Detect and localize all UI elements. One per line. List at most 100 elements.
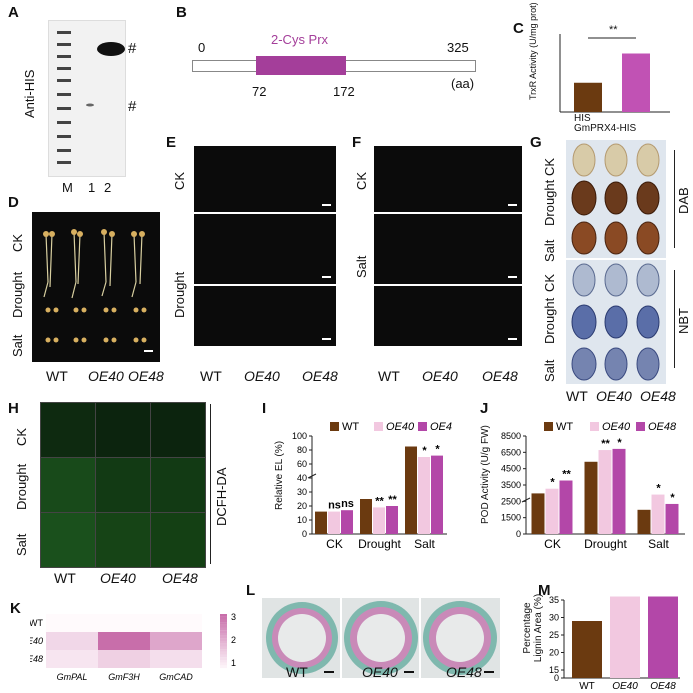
y-tick-label: 3500 [501, 480, 521, 490]
colorbar-segment [220, 627, 227, 631]
dab-photo [566, 140, 666, 258]
panel-a-ylabel: Anti-HIS [22, 69, 37, 118]
y-tick-label: 0 [554, 673, 559, 683]
bar-wt-drought [584, 461, 598, 534]
panel-label-h: H [8, 400, 19, 417]
axis-break [521, 497, 531, 503]
sig-mark: * [656, 483, 661, 495]
domain-box-2cys-prx [256, 56, 346, 75]
nbt-leaves [571, 263, 660, 381]
panel-c-ylabel: TrxR Activity (U/mg prot) [528, 2, 538, 100]
scale-bar [508, 204, 517, 206]
x-tick-label: OE40 [612, 681, 638, 692]
bar-wt-salt [637, 509, 651, 534]
fluor-cell [40, 457, 96, 513]
colorbar-segment [220, 614, 227, 617]
legend-swatch-oe48 [636, 422, 645, 431]
panel-c-cat-2: GmPRX4-HIS [574, 123, 637, 134]
col-oe40-h: OE40 [100, 570, 136, 586]
col-oe40-d: OE40 [88, 368, 124, 384]
heatmap-k: WT OE40 OE48 GmPAL GmF3H GmCAD 3 2 1 [30, 612, 236, 682]
sig-mark: * [623, 592, 628, 597]
colorbar-segment [220, 638, 227, 642]
fluorescence-grid [40, 402, 206, 568]
leaf-photo-salt [374, 286, 522, 346]
scale-bar [322, 338, 331, 340]
col-oe48-e: OE48 [302, 368, 338, 384]
domain-end: 325 [447, 40, 469, 55]
sig-mark: ** [375, 495, 384, 507]
colorbar-segment [220, 624, 227, 628]
bar-oe40 [610, 596, 640, 678]
domain-start: 0 [198, 40, 206, 55]
panel-label-g: G [530, 134, 542, 151]
x-tick-label: Salt [414, 537, 435, 551]
seedlings [43, 229, 147, 343]
y-tick-label: 60 [297, 459, 307, 469]
y-tick-label: 0 [302, 529, 307, 539]
panel-label-c: C [513, 20, 524, 37]
bar-oe48-salt [665, 503, 679, 534]
sig-mark: ns [328, 500, 341, 512]
dcfh-label: DCFH-DA [214, 467, 229, 527]
fluor-cell [95, 402, 151, 458]
axis-break [307, 473, 317, 479]
panel-label-i: I [262, 400, 267, 417]
fluor-cell [150, 457, 206, 513]
fluor-cell [40, 402, 96, 458]
pot-photo-ck-f [374, 146, 522, 212]
bar-oe48-ck [341, 510, 353, 534]
sig-mark: * [661, 592, 666, 597]
pot-photo-drought [194, 214, 336, 284]
y-tick-label: 15 [549, 665, 559, 675]
colorbar-label: 3 [231, 612, 236, 622]
y-tick-label: 0 [516, 529, 521, 539]
bar-oe40-ck [545, 488, 559, 534]
domain-pos-end: 172 [333, 84, 355, 99]
legend-swatch-wt [544, 422, 553, 431]
band-mark-1: # [128, 40, 137, 57]
col-wt-e: WT [200, 368, 222, 384]
row-ck-f: CK [354, 171, 369, 190]
y-tick-label: 100 [292, 431, 307, 441]
colorbar-segment [220, 616, 227, 620]
row-salt-d: Salt [10, 334, 25, 357]
col-oe48-l: OE48 [446, 664, 482, 680]
y-tick-label: 6500 [501, 447, 521, 457]
bar-oe40-salt [418, 457, 430, 534]
colorbar-segment [220, 630, 227, 633]
domain-unit: (aa) [451, 76, 475, 91]
nbt-label: NBT [676, 308, 691, 334]
colorbar-segment [220, 632, 227, 636]
bar-wt-ck [315, 511, 327, 534]
bar-oe48-ck [559, 480, 573, 534]
sig-mark: ** [388, 494, 397, 506]
colorbar-segment [220, 651, 227, 655]
y-tick-label: 30 [549, 613, 559, 623]
col-oe48-h: OE48 [162, 570, 198, 586]
y-tick-label: 2500 [501, 496, 521, 506]
chart-c [559, 34, 670, 113]
dab-label: DAB [676, 187, 691, 214]
blot-bands [57, 31, 125, 164]
fluor-cell [40, 512, 96, 568]
col-wt-h: WT [54, 570, 76, 586]
colorbar-segment [220, 657, 227, 660]
bar-his [574, 82, 602, 112]
col-oe40-l: OE40 [362, 664, 398, 680]
row-drought-e: Drought [172, 271, 187, 318]
heatmap-col-label: GmPAL [57, 672, 88, 682]
panel-label-f: F [352, 134, 362, 151]
y-tick-label: 25 [549, 630, 559, 640]
row-drought-g2: Drought [542, 297, 557, 344]
heatmap-cell [150, 632, 202, 650]
row-ck-h: CK [14, 427, 29, 446]
fluor-cell [150, 402, 206, 458]
panel-c-sig: ** [609, 24, 618, 36]
western-blot [48, 20, 126, 177]
y-tick-label: 1500 [501, 513, 521, 523]
heatmap-cell [98, 614, 150, 632]
col-wt-f: WT [378, 368, 400, 384]
colorbar-segment [220, 659, 227, 663]
